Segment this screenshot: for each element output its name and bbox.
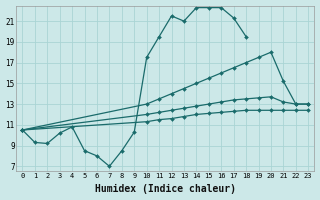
X-axis label: Humidex (Indice chaleur): Humidex (Indice chaleur) (95, 184, 236, 194)
